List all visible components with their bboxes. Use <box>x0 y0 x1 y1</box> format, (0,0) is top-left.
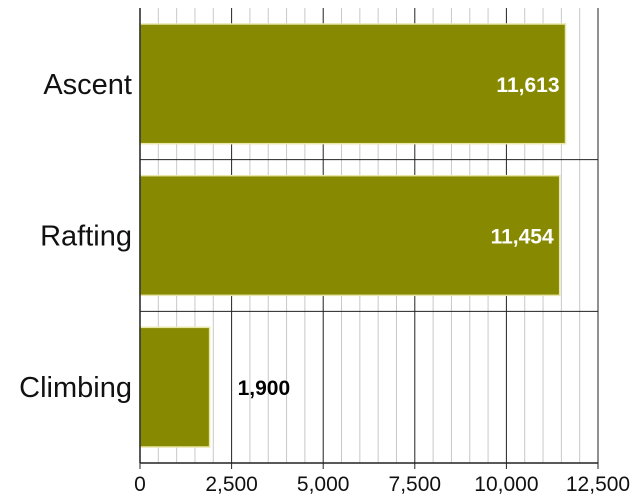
x-tick-label: 12,500 <box>566 473 630 496</box>
labels: Ascent 11,613 Rafting 11,454 Climbing 1,900 <box>19 69 559 404</box>
data-label: 11,454 <box>491 226 554 249</box>
x-tick-label: 0 <box>134 473 146 496</box>
x-tick-label: 5,000 <box>297 473 350 496</box>
category-label: Ascent <box>43 69 132 101</box>
bar-rafting <box>139 174 561 297</box>
x-tick-label: 2,500 <box>205 473 258 496</box>
x-tick-label: 7,500 <box>389 473 442 496</box>
x-tick-label: 10,000 <box>474 473 538 496</box>
data-label: 11,613 <box>496 74 559 97</box>
bar-climbing <box>139 326 211 448</box>
category-label: Climbing <box>19 372 132 404</box>
axes: 0 2,500 5,000 7,500 10,000 12,500 <box>134 8 630 496</box>
data-label: 1,900 <box>238 377 291 400</box>
bar-ascent <box>139 23 567 145</box>
bars <box>139 23 567 448</box>
category-label: Rafting <box>40 221 132 253</box>
